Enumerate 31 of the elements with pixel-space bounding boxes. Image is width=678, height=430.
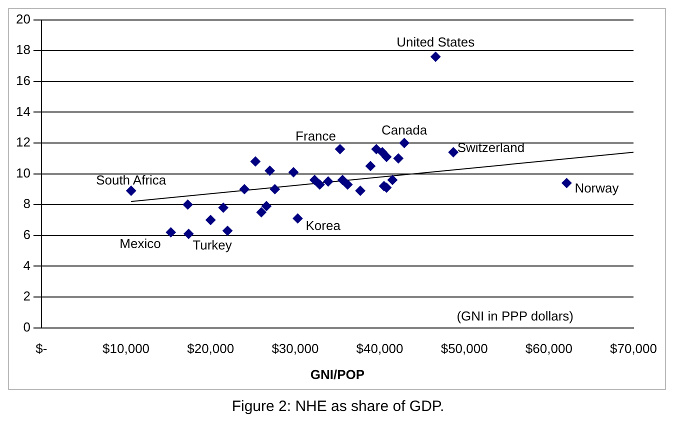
x-tick-label: $30,000 [272, 341, 319, 356]
annotation: Korea [306, 218, 342, 234]
x-tick-label: $70,000 [610, 341, 658, 356]
y-tick-label: 6 [23, 226, 30, 242]
annotation: United States [396, 34, 476, 50]
x-tick-label: $40,000 [356, 341, 404, 356]
y-tick-label: 2 [23, 288, 30, 304]
x-tick-label: $10,000 [102, 341, 150, 356]
annotation: Turkey [192, 237, 232, 252]
y-tick-label: 4 [23, 258, 30, 273]
y-tick-label: 20 [16, 11, 30, 26]
x-tick-label: $50,000 [440, 341, 488, 356]
annotation: (GNI in PPP dollars) [456, 308, 574, 324]
y-tick-label: 10 [16, 165, 30, 180]
annotation: Canada [382, 122, 428, 138]
y-tick-label: 16 [16, 72, 30, 88]
annotation: Norway [574, 180, 620, 196]
y-tick-label: 18 [16, 42, 30, 58]
x-tick-label: $- [36, 341, 48, 356]
y-tick-label: 8 [23, 196, 30, 212]
y-tick-label: 14 [16, 104, 30, 119]
x-axis-title: GNI/POP [310, 366, 365, 382]
annotation: France [296, 128, 336, 144]
annotation: South Africa [96, 172, 167, 188]
annotation: Mexico [120, 236, 161, 251]
x-tick-label: $60,000 [525, 341, 572, 356]
annotation: Switzerland [457, 140, 525, 155]
x-tick-label: $20,000 [187, 341, 234, 356]
y-tick-label: 12 [16, 134, 30, 150]
y-tick-label: 0 [23, 319, 30, 334]
text: Figure 2: NHE as share of GDP. [230, 398, 446, 415]
